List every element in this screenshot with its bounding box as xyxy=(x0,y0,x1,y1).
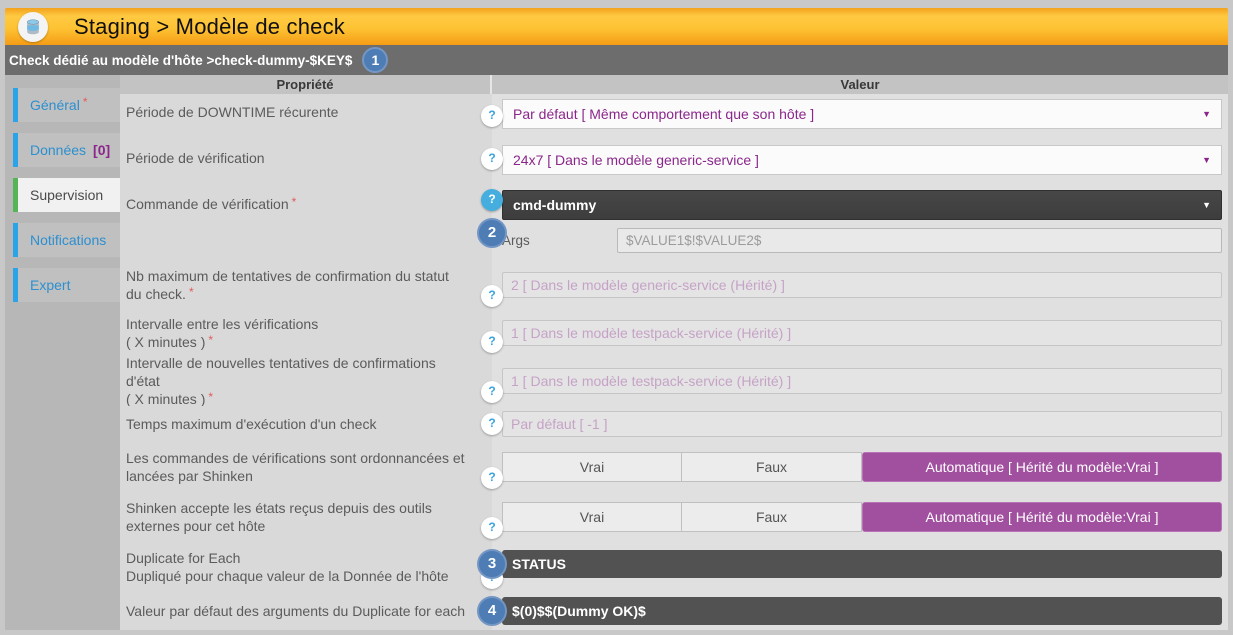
retry-interval-input[interactable]: 1 [ Dans le modèle testpack-service (Hér… xyxy=(502,368,1222,394)
downtime-period-select[interactable]: Par défaut [ Même comportement que son h… xyxy=(502,99,1222,129)
tab-label: Expert xyxy=(30,277,71,293)
dropdown-arrow-icon: ▼ xyxy=(1202,109,1211,119)
property-label: Commande de vérification * xyxy=(126,195,297,212)
table-row: Intervalle de nouvelles tentatives de co… xyxy=(120,354,1228,407)
table-row: Période de DOWNTIME récurente ? Par défa… xyxy=(120,94,1228,138)
annotation-badge-4: 4 xyxy=(477,596,507,626)
table-row: Shinken accepte les états reçus depuis d… xyxy=(120,492,1228,542)
table-row: Période de vérification ? 24x7 [ Dans le… xyxy=(120,138,1228,180)
table-row: Intervalle entre les vérifications ( X m… xyxy=(120,310,1228,356)
sidebar-item-expert[interactable]: Expert xyxy=(13,268,120,302)
help-icon[interactable]: ? xyxy=(481,467,503,489)
app-window: Staging > Modèle de check Check dédié au… xyxy=(5,8,1228,630)
faux-button[interactable]: Faux xyxy=(682,452,862,482)
table-row: Commande de vérification * ? 2 cmd-dummy … xyxy=(120,180,1228,260)
required-marker: * xyxy=(208,389,214,404)
args-label: Args xyxy=(502,233,530,248)
properties-table: Propriété Valeur Période de DOWNTIME réc… xyxy=(120,75,1228,630)
duplicate-foreach-field[interactable]: STATUS xyxy=(502,550,1222,578)
help-icon[interactable]: ? xyxy=(481,381,503,403)
check-interval-input[interactable]: 1 [ Dans le modèle testpack-service (Hér… xyxy=(502,320,1222,346)
page-header: Staging > Modèle de check xyxy=(5,8,1228,45)
breadcrumb-bar: Check dédié au modèle d'hôte >check-dumm… xyxy=(5,45,1228,75)
property-label: Valeur par défaut des arguments du Dupli… xyxy=(126,602,466,619)
required-marker: * xyxy=(208,332,214,347)
help-icon[interactable]: ? xyxy=(481,148,503,170)
help-icon[interactable]: ? xyxy=(481,105,503,127)
active-checks-toggle: Vrai Faux Automatique [ Hérité du modèle… xyxy=(502,452,1222,482)
help-icon[interactable]: ? xyxy=(481,189,503,211)
sidebar-item-supervision[interactable]: Supervision xyxy=(13,178,120,212)
tab-label: Général xyxy=(30,97,80,113)
table-row: Temps maximum d'exécution d'un check ? P… xyxy=(120,406,1228,442)
table-row: Valeur par défaut des arguments du Dupli… xyxy=(120,592,1228,630)
sidebar-item-general[interactable]: Général * xyxy=(13,88,120,122)
check-command-select[interactable]: cmd-dummy ▼ xyxy=(502,190,1222,220)
help-icon[interactable]: ? xyxy=(481,413,503,435)
property-label: Temps maximum d'exécution d'un check xyxy=(126,415,377,432)
dropdown-arrow-icon: ▼ xyxy=(1202,155,1211,165)
property-label-line2: Dupliqué pour chaque valeur de la Donnée… xyxy=(126,568,449,584)
database-icon xyxy=(18,11,48,42)
annotation-badge-3: 3 xyxy=(477,549,507,579)
property-label: Période de vérification xyxy=(126,150,265,166)
column-header-value: Valeur xyxy=(840,77,880,92)
select-value: Par défaut [ Même comportement que son h… xyxy=(513,106,815,122)
property-label-line2: ( X minutes ) * xyxy=(126,332,214,350)
table-header: Propriété Valeur xyxy=(120,75,1228,94)
passive-checks-toggle: Vrai Faux Automatique [ Hérité du modèle… xyxy=(502,502,1222,532)
tab-label: Supervision xyxy=(30,187,104,203)
required-marker: * xyxy=(188,284,194,299)
faux-button[interactable]: Faux xyxy=(682,502,862,532)
automatique-button[interactable]: Automatique [ Hérité du modèle:Vrai ] xyxy=(862,452,1222,482)
select-value: 24x7 [ Dans le modèle generic-service ] xyxy=(513,152,759,168)
help-icon[interactable]: ? xyxy=(481,285,503,307)
select-value: cmd-dummy xyxy=(513,197,597,213)
table-row: Duplicate for Each Dupliqué pour chaque … xyxy=(120,542,1228,592)
page-title: Staging > Modèle de check xyxy=(74,13,346,39)
vrai-button[interactable]: Vrai xyxy=(502,502,682,532)
max-exec-time-input[interactable]: Par défaut [ -1 ] xyxy=(502,411,1222,437)
property-label: Les commandes de vérifications sont ordo… xyxy=(126,449,465,484)
sidebar-item-donnees[interactable]: Données [0] xyxy=(13,133,120,167)
annotation-badge-2: 2 xyxy=(477,218,507,248)
table-row: Les commandes de vérifications sont ordo… xyxy=(120,442,1228,492)
sidebar: Général * Données [0] Supervision Notifica… xyxy=(5,75,120,630)
column-header-property: Propriété xyxy=(120,75,492,94)
donnees-count-badge: [0] xyxy=(93,142,111,158)
sidebar-item-notifications[interactable]: Notifications xyxy=(13,223,120,257)
property-label-line2: ( X minutes ) * xyxy=(126,389,214,407)
duplicate-default-field[interactable]: $(0)$$(Dummy OK)$ xyxy=(502,597,1222,625)
property-label: Intervalle entre les vérifications xyxy=(126,315,319,332)
check-period-select[interactable]: 24x7 [ Dans le modèle generic-service ] … xyxy=(502,145,1222,175)
args-input[interactable] xyxy=(617,228,1222,253)
annotation-badge-1: 1 xyxy=(362,47,389,73)
property-label: Shinken accepte les états reçus depuis d… xyxy=(126,499,432,534)
property-label: Période de DOWNTIME récurente xyxy=(126,104,339,120)
automatique-button[interactable]: Automatique [ Hérité du modèle:Vrai ] xyxy=(862,502,1222,532)
property-label: Nb maximum de tentatives de confirmation… xyxy=(126,267,449,302)
property-label: Intervalle de nouvelles tentatives de co… xyxy=(126,354,436,389)
tab-label: Notifications xyxy=(30,232,107,248)
max-attempts-input[interactable]: 2 [ Dans le modèle generic-service (Héri… xyxy=(502,272,1222,298)
vrai-button[interactable]: Vrai xyxy=(502,452,682,482)
table-row: Nb maximum de tentatives de confirmation… xyxy=(120,260,1228,310)
required-marker: * xyxy=(82,95,88,109)
help-icon[interactable]: ? xyxy=(481,517,503,539)
check-description: Check dédié au modèle d'hôte >check-dumm… xyxy=(9,52,353,68)
property-label: Duplicate for Each xyxy=(126,549,241,566)
required-marker: * xyxy=(291,195,297,209)
tab-label: Données xyxy=(30,142,87,158)
help-icon[interactable]: ? xyxy=(481,331,503,353)
dropdown-arrow-icon: ▼ xyxy=(1202,200,1211,210)
